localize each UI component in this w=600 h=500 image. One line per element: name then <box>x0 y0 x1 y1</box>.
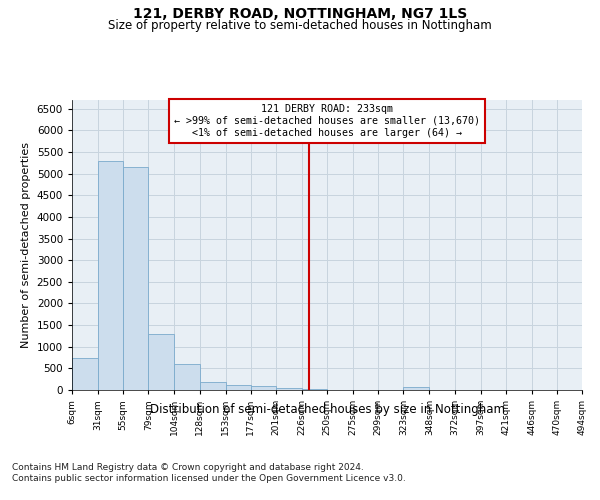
Bar <box>276 388 302 390</box>
Text: Contains public sector information licensed under the Open Government Licence v3: Contains public sector information licen… <box>12 474 406 483</box>
Bar <box>302 389 327 390</box>
Text: 121 DERBY ROAD: 233sqm
← >99% of semi-detached houses are smaller (13,670)
<1% o: 121 DERBY ROAD: 233sqm ← >99% of semi-de… <box>174 104 480 138</box>
Bar <box>403 388 430 390</box>
Bar <box>98 160 123 390</box>
Bar <box>226 385 251 390</box>
Bar <box>199 382 226 390</box>
Bar <box>148 334 175 390</box>
Bar <box>123 167 148 390</box>
Bar <box>72 358 98 390</box>
Text: Size of property relative to semi-detached houses in Nottingham: Size of property relative to semi-detach… <box>108 19 492 32</box>
Text: Distribution of semi-detached houses by size in Nottingham: Distribution of semi-detached houses by … <box>149 402 505 415</box>
Text: 121, DERBY ROAD, NOTTINGHAM, NG7 1LS: 121, DERBY ROAD, NOTTINGHAM, NG7 1LS <box>133 8 467 22</box>
Text: Contains HM Land Registry data © Crown copyright and database right 2024.: Contains HM Land Registry data © Crown c… <box>12 462 364 471</box>
Bar <box>251 386 276 390</box>
Y-axis label: Number of semi-detached properties: Number of semi-detached properties <box>21 142 31 348</box>
Bar <box>175 364 199 390</box>
